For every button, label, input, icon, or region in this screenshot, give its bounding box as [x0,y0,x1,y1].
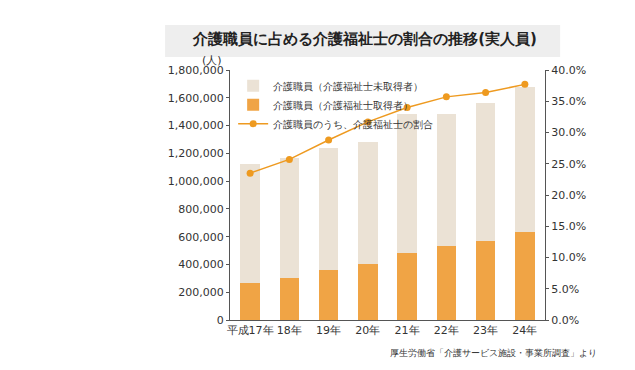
svg-text:200,000: 200,000 [178,286,224,299]
svg-text:介護職員（介護福祉士取得者）: 介護職員（介護福祉士取得者） [273,100,413,111]
svg-text:21年: 21年 [395,324,420,337]
svg-text:600,000: 600,000 [178,231,224,244]
svg-text:介護職員に占める介護福祉士の割合の推移(実人員): 介護職員に占める介護福祉士の割合の推移(実人員) [192,30,537,48]
svg-text:0: 0 [217,314,224,327]
svg-text:厚生労働省「介護サービス施設・事業所調査」より: 厚生労働省「介護サービス施設・事業所調査」より [390,348,597,358]
svg-text:40.0%: 40.0% [551,64,586,77]
svg-text:(人): (人) [202,54,222,67]
svg-text:10.0%: 10.0% [551,251,586,264]
svg-text:1,000,000: 1,000,000 [168,175,224,188]
svg-text:35.0%: 35.0% [551,95,586,108]
svg-text:1,400,000: 1,400,000 [168,119,224,132]
svg-text:20.0%: 20.0% [551,189,586,202]
svg-text:18年: 18年 [277,324,302,337]
svg-text:24年: 24年 [512,324,537,337]
svg-text:介護職員（介護福祉士未取得者）: 介護職員（介護福祉士未取得者） [273,81,423,92]
svg-text:20年: 20年 [355,324,380,337]
svg-text:1,600,000: 1,600,000 [168,92,224,105]
svg-text:23年: 23年 [473,324,498,337]
svg-text:25.0%: 25.0% [551,158,586,171]
svg-text:0.0%: 0.0% [551,314,579,327]
svg-text:平成17年: 平成17年 [227,324,274,337]
svg-text:800,000: 800,000 [178,203,224,216]
svg-text:30.0%: 30.0% [551,126,586,139]
svg-text:15.0%: 15.0% [551,220,586,233]
svg-text:400,000: 400,000 [178,258,224,271]
svg-text:1,800,000: 1,800,000 [168,64,224,77]
svg-text:19年: 19年 [316,324,341,337]
svg-text:介護職員のうち、介護福祉士の割合: 介護職員のうち、介護福祉士の割合 [273,119,433,130]
svg-text:22年: 22年 [434,324,459,337]
svg-text:5.0%: 5.0% [551,283,579,296]
svg-text:1,200,000: 1,200,000 [168,147,224,160]
